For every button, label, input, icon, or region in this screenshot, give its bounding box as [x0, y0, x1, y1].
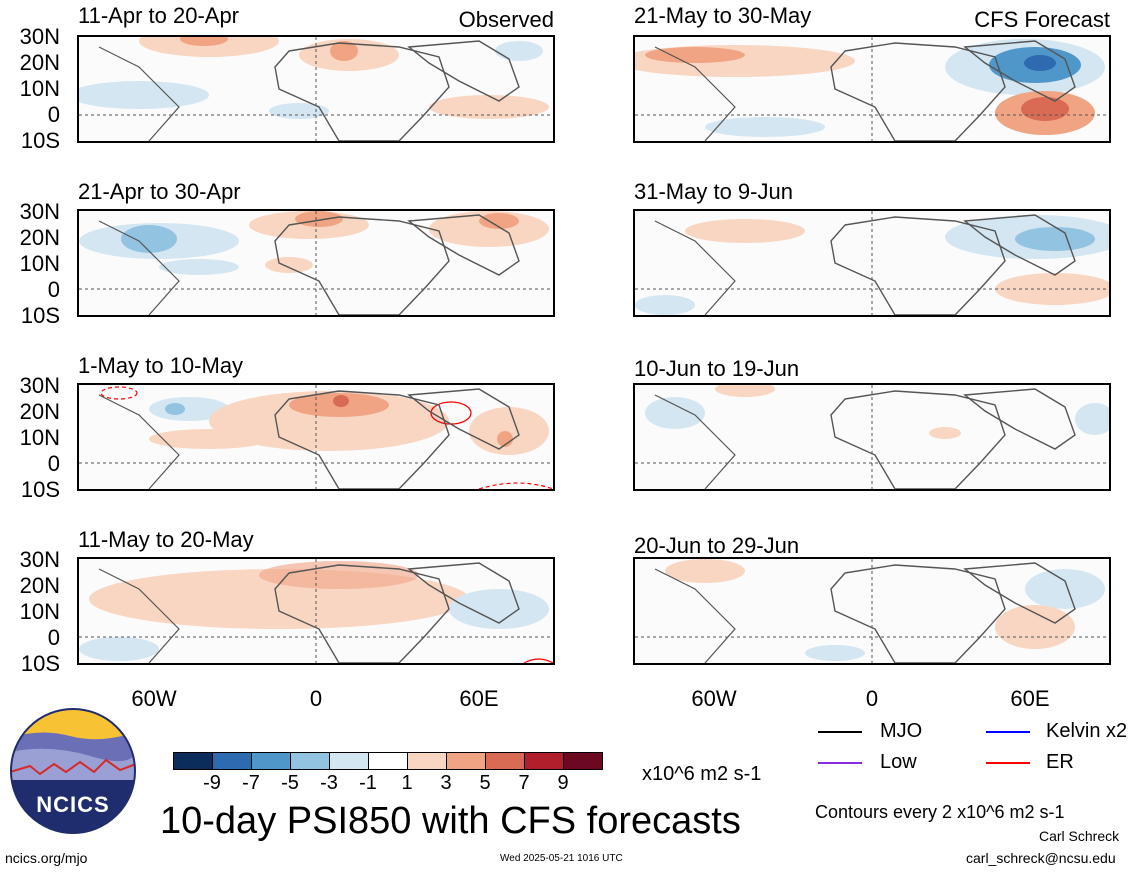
- panel-title-2: 21-Apr to 30-Apr: [78, 179, 241, 204]
- colorbar-tick: 1: [401, 772, 413, 794]
- lat-label: 0: [47, 277, 60, 302]
- lon-label: 0: [309, 686, 323, 711]
- lat-label: 10N: [19, 76, 60, 101]
- legend-line-mjo: [818, 731, 862, 733]
- lat-label: 10S: [20, 303, 60, 328]
- lat-label: 20N: [19, 573, 60, 598]
- map-panel: [633, 209, 1111, 317]
- lat-label: 10S: [20, 651, 60, 676]
- map-panel: [77, 35, 555, 143]
- colorbar-cell: [329, 752, 369, 770]
- lat-label: 10S: [20, 128, 60, 153]
- colorbar-cell: [563, 752, 603, 770]
- colorbar-cell: [407, 752, 447, 770]
- colorbar-tick: -1: [359, 772, 377, 794]
- legend-label: Low: [880, 751, 917, 773]
- website: ncics.org/mjo: [5, 850, 88, 866]
- colorbar-cell: [485, 752, 525, 770]
- lon-label: 0: [865, 686, 879, 711]
- colorbar-tick: -3: [320, 772, 338, 794]
- map-panel: [77, 557, 555, 665]
- observed-tag: Observed: [458, 7, 554, 32]
- email: carl_schreck@ncsu.edu: [966, 850, 1116, 866]
- lat-label: 10N: [19, 425, 60, 450]
- colorbar-cell: [173, 752, 213, 770]
- map-panel: [77, 383, 555, 491]
- map-panel: [633, 557, 1111, 665]
- panel-title-3: 1-May to 10-May: [78, 353, 244, 378]
- lon-label: 60W: [691, 686, 737, 711]
- colorbar-tick: 3: [440, 772, 452, 794]
- legend-line-er: [986, 762, 1030, 764]
- lat-label: 30N: [19, 199, 60, 224]
- legend-label: Kelvin x2: [1046, 720, 1128, 742]
- map-panel: [633, 383, 1111, 491]
- main-title: 10-day PSI850 with CFS forecasts: [160, 800, 741, 842]
- map-panel: [633, 35, 1111, 143]
- legend-line-kelvin: [986, 731, 1030, 733]
- lat-label: 30N: [19, 373, 60, 398]
- ncics-logo: NCICS: [10, 708, 136, 834]
- legend-line-low: [818, 762, 862, 764]
- forecast-tag: CFS Forecast: [974, 7, 1110, 32]
- colorbar-tick: 9: [557, 772, 569, 794]
- lon-label: 60E: [1010, 686, 1050, 711]
- map-panel: [77, 209, 555, 317]
- colorbar-tick: 5: [479, 772, 491, 794]
- colorbar-tick: -7: [242, 772, 260, 794]
- legend-label: ER: [1046, 751, 1074, 773]
- lat-label: 0: [47, 625, 60, 650]
- lon-label: 60E: [459, 686, 499, 711]
- panel-title-5: 21-May to 30-May: [634, 3, 812, 28]
- lat-label: 10S: [20, 477, 60, 502]
- colorbar-tick: -9: [203, 772, 221, 794]
- panel-title-8: 20-Jun to 29-Jun: [634, 533, 800, 558]
- lat-label: 10N: [19, 251, 60, 276]
- panel-title-1: 11-Apr to 20-Apr: [78, 3, 240, 28]
- colorbar-units: x10^6 m2 s-1: [642, 763, 762, 785]
- author: Carl Schreck: [1039, 828, 1120, 844]
- colorbar-cell: [446, 752, 486, 770]
- lat-label: 20N: [19, 399, 60, 424]
- colorbar-cell: [251, 752, 291, 770]
- panel-title-4: 11-May to 20-May: [78, 527, 254, 552]
- lat-label: 10N: [19, 599, 60, 624]
- legend-label: MJO: [880, 720, 923, 742]
- colorbar-cell: [212, 752, 252, 770]
- lat-label: 20N: [19, 50, 60, 75]
- timestamp: Wed 2025-05-21 1016 UTC: [500, 853, 623, 864]
- panel-title-7: 10-Jun to 19-Jun: [634, 356, 800, 381]
- panel-title-6: 31-May to 9-Jun: [634, 179, 793, 204]
- lon-label: 60W: [131, 686, 177, 711]
- lat-label: 30N: [19, 547, 60, 572]
- lat-label: 0: [47, 102, 60, 127]
- contour-note: Contours every 2 x10^6 m2 s-1: [815, 802, 1065, 822]
- lat-label: 30N: [19, 24, 60, 49]
- colorbar-tick: 7: [518, 772, 530, 794]
- colorbar-cell: [368, 752, 408, 770]
- logo-text: NCICS: [36, 792, 110, 817]
- colorbar-cell: [524, 752, 564, 770]
- lat-label: 20N: [19, 225, 60, 250]
- lat-label: 0: [47, 451, 60, 476]
- colorbar-cell: [290, 752, 330, 770]
- colorbar-tick: -5: [281, 772, 299, 794]
- colorbar: [173, 752, 603, 770]
